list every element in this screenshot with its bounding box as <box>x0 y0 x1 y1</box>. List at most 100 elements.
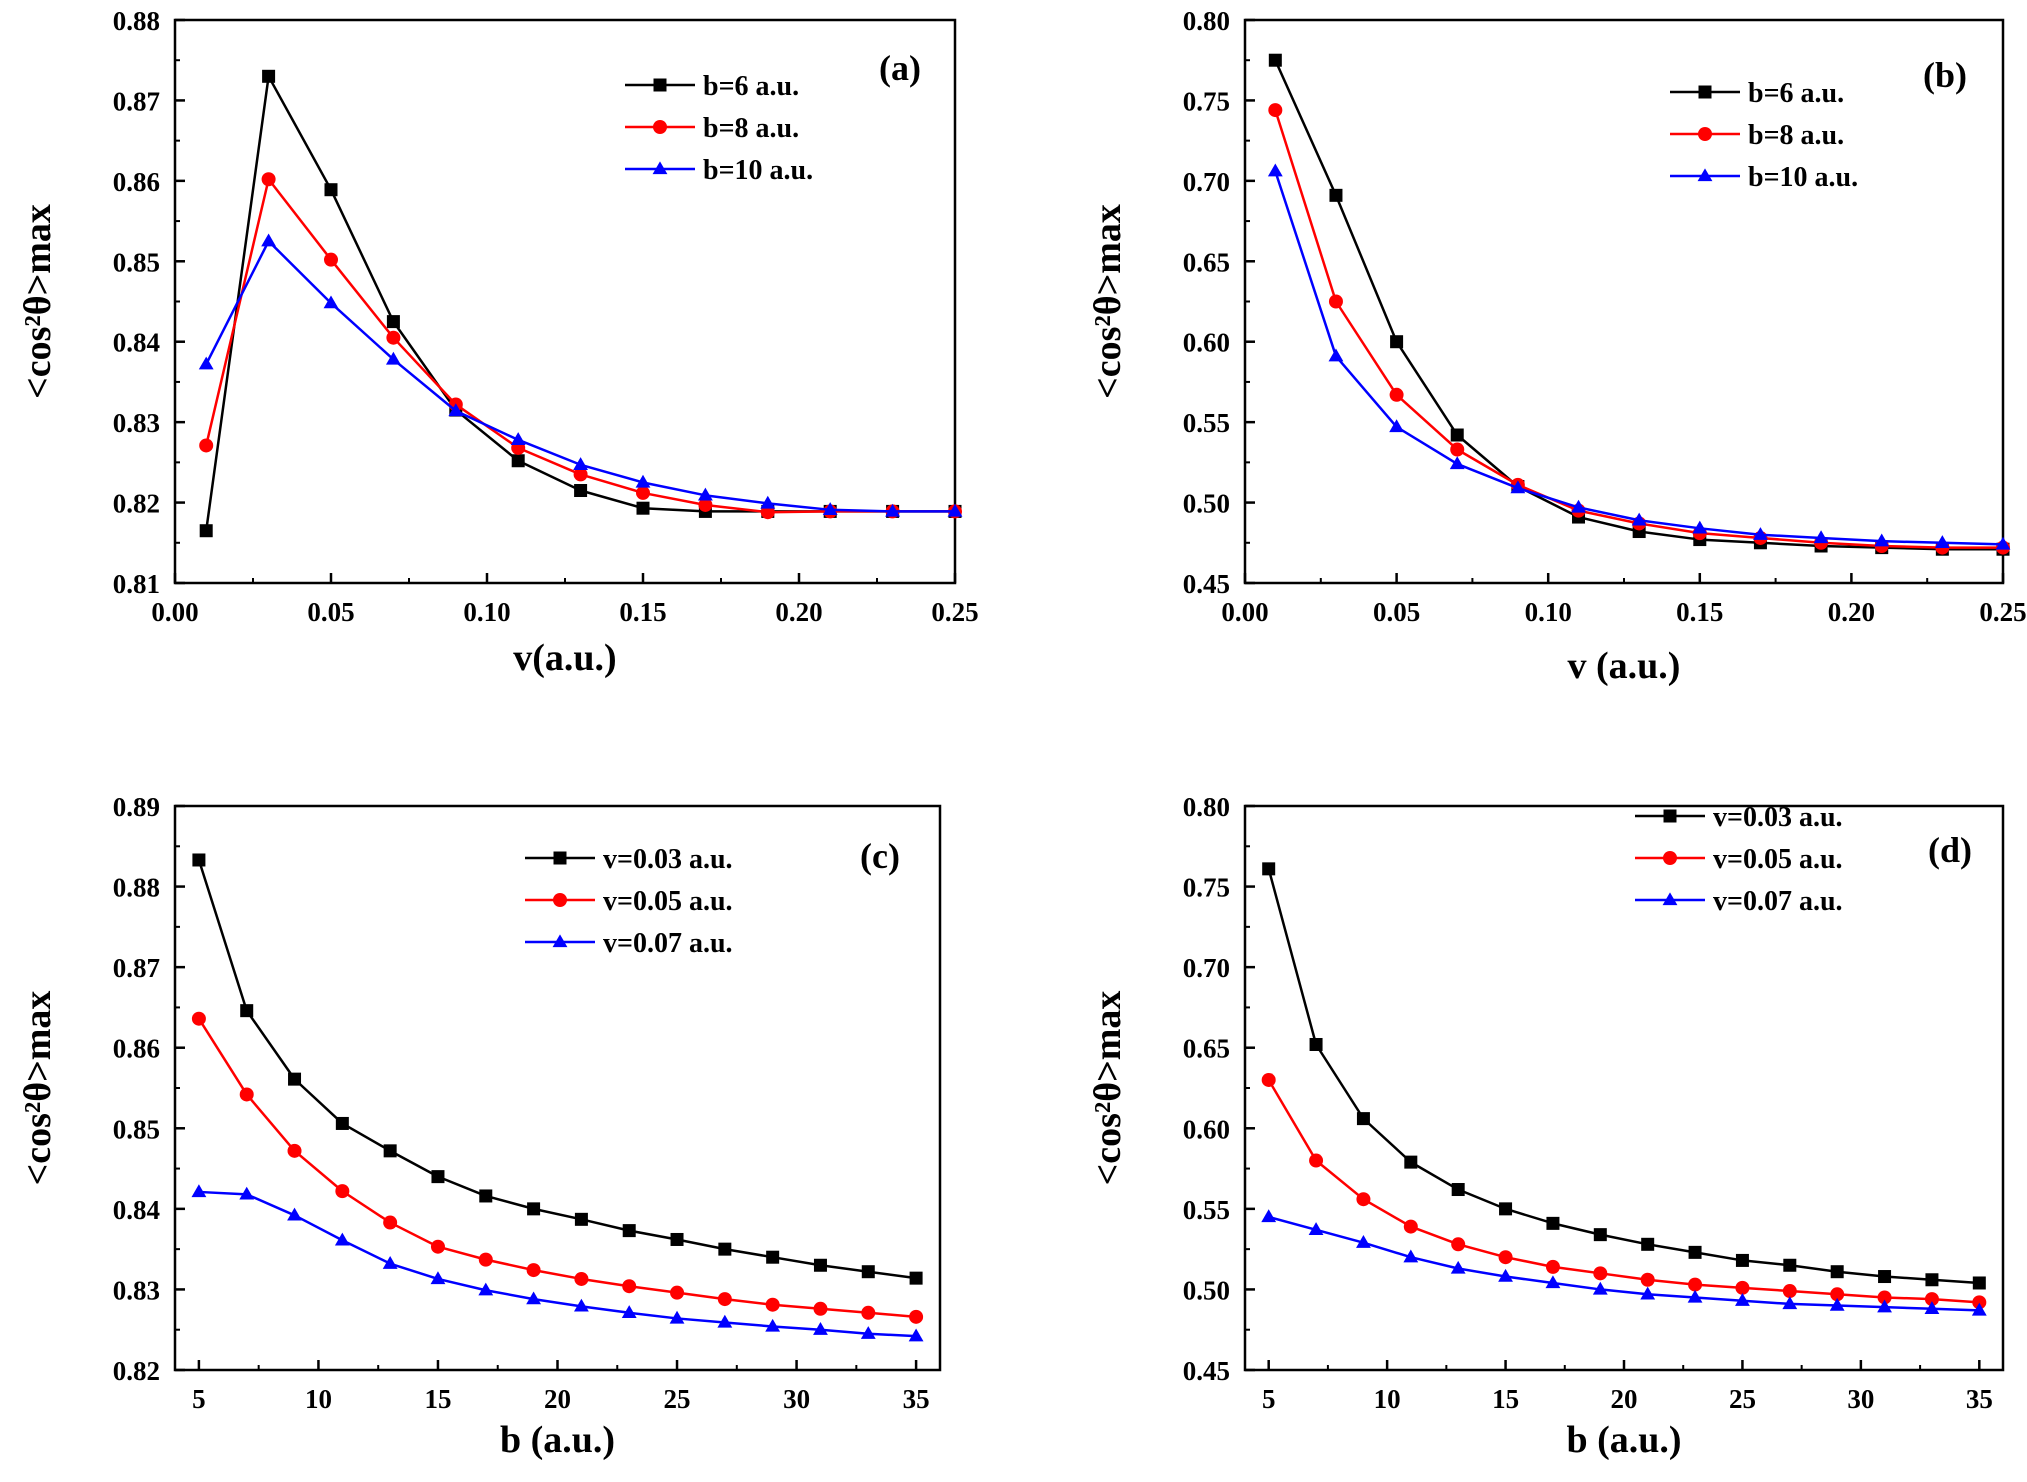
data-point <box>431 1170 445 1184</box>
data-point <box>1782 1284 1797 1299</box>
data-point <box>813 1258 827 1272</box>
legend: b=6 a.u. b=8 a.u. b=10 a.u. <box>1670 78 1858 193</box>
data-point <box>383 1215 398 1230</box>
data-point <box>510 432 526 446</box>
data-point <box>1783 1258 1797 1272</box>
legend-marker <box>553 893 567 907</box>
data-point <box>574 484 588 498</box>
y-axis-title: <cos²θ>max <box>1087 991 1129 1186</box>
data-point <box>1546 1216 1560 1230</box>
y-tick-label: 0.87 <box>113 86 160 116</box>
legend-marker <box>1697 168 1713 182</box>
data-point <box>1782 1296 1798 1310</box>
data-point <box>1830 1287 1845 1302</box>
data-point <box>622 1224 636 1238</box>
data-point <box>1308 1222 1324 1235</box>
data-point <box>947 503 963 517</box>
data-point <box>813 1301 828 1316</box>
data-point <box>1510 480 1526 494</box>
data-point <box>239 1186 255 1200</box>
x-tick-label: 30 <box>1847 1384 1874 1414</box>
legend-label: b=6 a.u. <box>1748 78 1844 109</box>
data-point <box>386 315 400 329</box>
data-point <box>1449 456 1465 470</box>
y-tick-label: 0.87 <box>113 953 160 983</box>
legend-marker <box>652 161 668 175</box>
series-2 <box>1261 1072 1987 1310</box>
data-point <box>1878 1270 1892 1284</box>
x-tick-label: 0.10 <box>463 597 510 627</box>
data-point <box>909 1309 924 1324</box>
data-point <box>1356 1235 1371 1248</box>
series-line <box>1274 59 2003 551</box>
legend-marker <box>552 934 568 948</box>
legend-label: v=0.03 a.u. <box>603 844 733 875</box>
data-point <box>622 1279 637 1294</box>
data-point <box>1498 1268 1513 1282</box>
data-point <box>1404 1155 1418 1169</box>
series-1 <box>1268 53 2010 556</box>
data-point <box>324 183 338 197</box>
y-tick-label: 0.60 <box>1183 328 1230 358</box>
y-tick-label: 0.65 <box>1183 247 1230 277</box>
series-1 <box>192 853 923 1285</box>
x-axis-title: b (a.u.) <box>500 1419 615 1461</box>
data-point <box>861 1305 876 1320</box>
data-point <box>1640 1272 1655 1287</box>
y-tick-label: 0.80 <box>1183 6 1230 36</box>
data-point <box>697 487 713 501</box>
data-point <box>430 1239 445 1254</box>
data-point <box>1450 442 1465 457</box>
data-point <box>334 1232 350 1246</box>
data-point <box>1924 1292 1939 1307</box>
data-point <box>717 1314 733 1328</box>
x-axis-title: v (a.u.) <box>1568 645 1681 687</box>
data-point <box>717 1292 732 1307</box>
data-point <box>479 1189 493 1203</box>
legend-marker <box>1663 809 1677 823</box>
data-point <box>511 454 525 468</box>
data-point <box>191 1011 206 1026</box>
data-point <box>198 356 214 370</box>
data-point <box>765 1297 780 1312</box>
y-tick-label: 0.55 <box>1183 1195 1230 1225</box>
data-point <box>1545 1259 1560 1274</box>
series-3 <box>191 1184 924 1342</box>
y-tick-label: 0.88 <box>113 6 160 36</box>
y-tick-label: 0.88 <box>113 873 160 903</box>
legend-label: v=0.07 a.u. <box>1713 886 1843 917</box>
data-point <box>1262 862 1276 876</box>
data-point <box>1735 1293 1750 1306</box>
data-point <box>1995 536 2011 550</box>
data-point <box>448 403 464 417</box>
data-point <box>573 1298 589 1312</box>
legend-label: b=8 a.u. <box>1748 120 1844 151</box>
data-point <box>1268 53 1282 67</box>
data-point <box>1934 535 1950 548</box>
data-point <box>908 1328 924 1342</box>
panel-c: 5 10 15 20 25 30 35 0.82 0.83 0.84 0.85 0.86 0.87 0.8… <box>17 792 942 1461</box>
legend-label: b=10 a.u. <box>703 155 813 186</box>
x-tick-label: 25 <box>664 1384 691 1414</box>
series-1 <box>1262 862 1986 1290</box>
y-axis-title: <cos²θ>max <box>17 204 59 399</box>
data-point <box>1829 1297 1845 1311</box>
y-axis-title: <cos²θ>max <box>1087 204 1129 399</box>
x-tick-label: 0.25 <box>931 597 978 627</box>
data-point <box>1735 1280 1750 1295</box>
y-tick-label: 0.50 <box>1183 1275 1230 1305</box>
y-tick-label: 0.65 <box>1183 1034 1230 1064</box>
x-tick-label: 10 <box>1374 1384 1401 1414</box>
data-point <box>670 1232 684 1246</box>
data-point <box>574 1212 588 1226</box>
y-tick-label: 0.45 <box>1183 1356 1230 1386</box>
data-point <box>1593 1266 1608 1281</box>
series-line <box>1274 109 2003 549</box>
x-tick-label: 35 <box>903 1384 930 1414</box>
data-point <box>335 1184 350 1199</box>
data-point <box>1403 1219 1418 1234</box>
data-point <box>1498 1250 1513 1265</box>
y-tick-label: 0.85 <box>113 247 160 277</box>
y-tick-label: 0.75 <box>1183 873 1230 903</box>
data-point <box>670 1285 685 1300</box>
